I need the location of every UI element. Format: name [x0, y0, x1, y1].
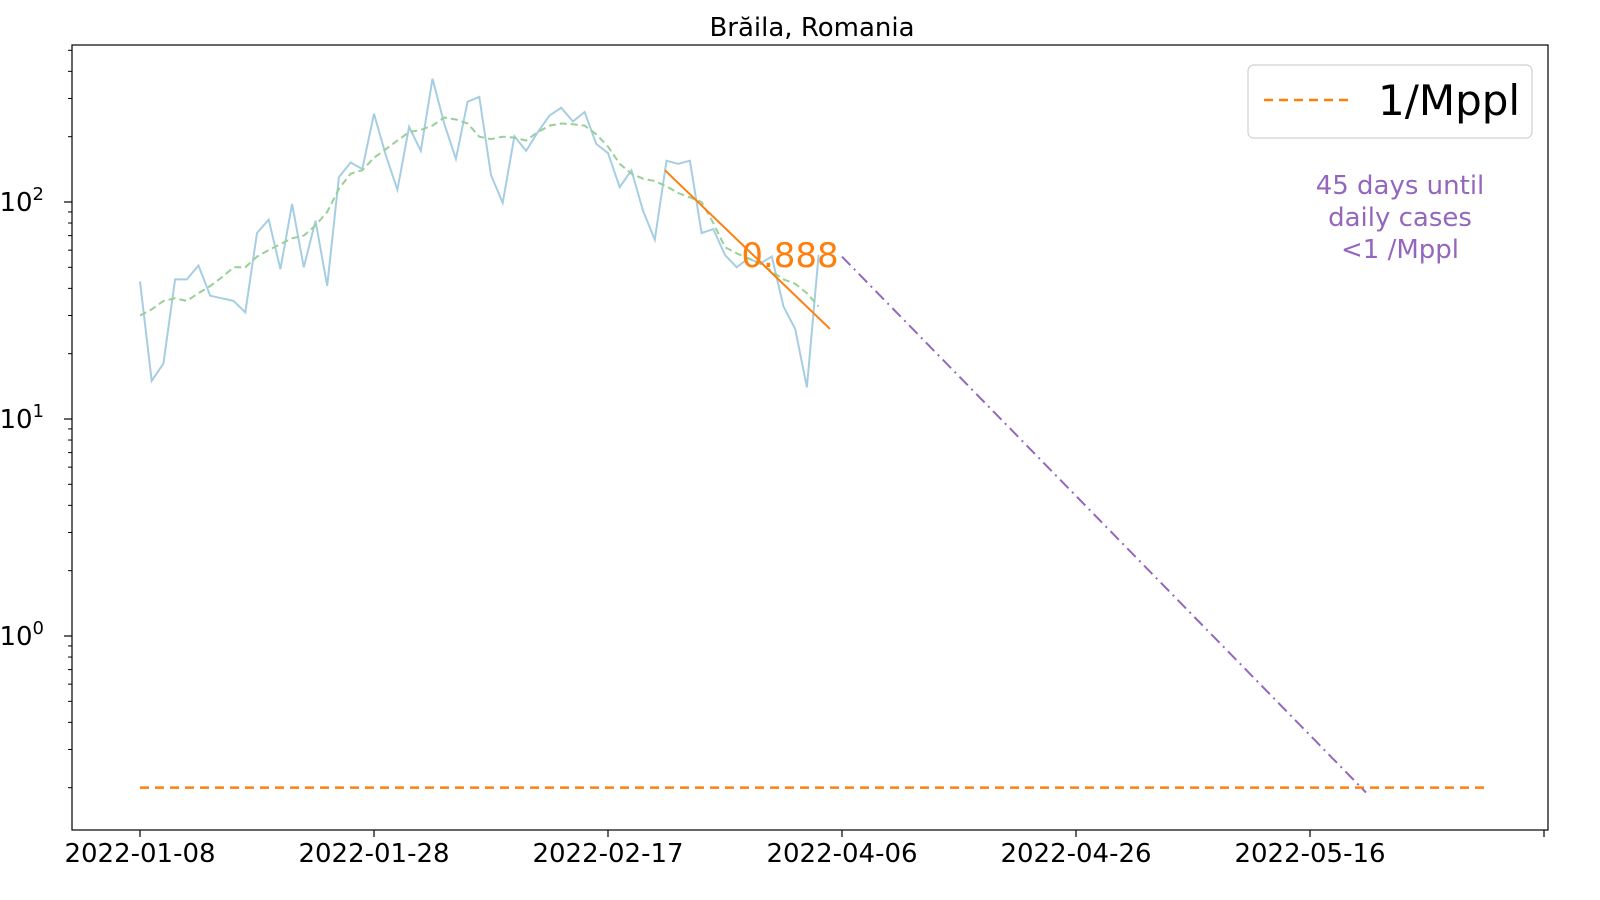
legend-box [1247, 64, 1533, 139]
plot-frame [71, 44, 1549, 831]
x-tick-label: 2022-05-16 [1234, 839, 1385, 869]
x-tick-label: 2022-04-06 [766, 839, 917, 869]
x-axis: 2022-01-08 2022-01-28 2022-02-17 2022-04-06… [64, 830, 1545, 869]
y-axis: 100 101 102 [0, 49, 72, 789]
rate-label: 0.888 [741, 236, 838, 276]
smoothed-cases-line [139, 116, 820, 317]
x-tick-label: 2022-01-08 [64, 839, 215, 869]
projection-line [841, 255, 1367, 794]
x-tick-label: 2022-02-17 [532, 839, 683, 869]
daily-cases-line [139, 78, 820, 388]
legend-label: 1/Mppl [1378, 76, 1520, 125]
x-tick-label: 2022-01-28 [298, 839, 449, 869]
y-tick-label: 100 [0, 618, 44, 652]
y-tick-label: 101 [0, 401, 44, 435]
y-tick-label: 102 [0, 184, 44, 218]
chart-title: Brăila, Romania [709, 13, 914, 43]
legend: 1/Mppl [1247, 64, 1533, 139]
fit-line [664, 169, 831, 330]
x-tick-label: 2022-04-26 [1000, 839, 1151, 869]
annotation: 45 days until daily cases <1 /Mppl [1316, 171, 1485, 265]
